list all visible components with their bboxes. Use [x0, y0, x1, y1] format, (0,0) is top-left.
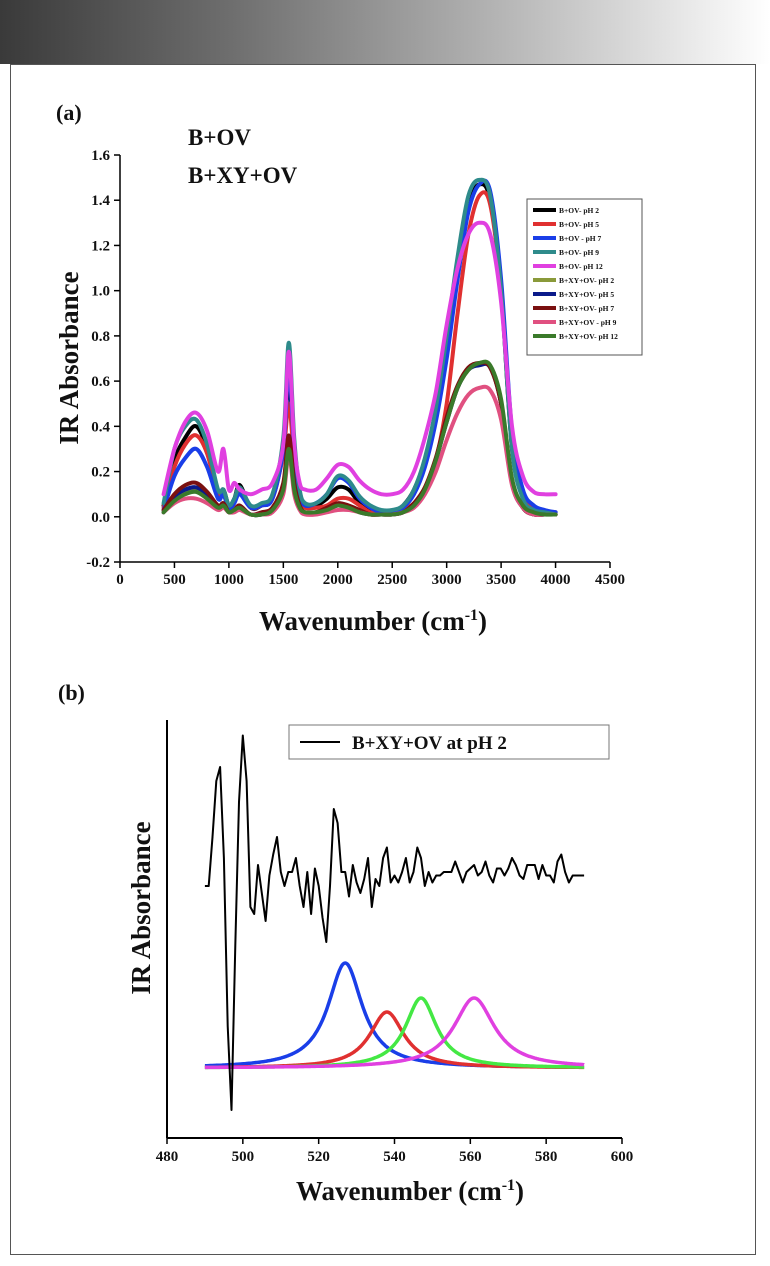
panel-b-x-tick-label: 500: [232, 1149, 255, 1165]
panel-a-series-line-4: [161, 177, 558, 517]
panel-a-y-axis-label: IR Absorbance: [54, 271, 84, 444]
annotation-b-xy-ov: B+XY+OV: [188, 163, 298, 188]
panel-a-x-axis-label-close: ): [478, 606, 487, 636]
panel-a-x-tick-label: 1500: [268, 572, 298, 588]
panel-a-x-tick-label: 4500: [595, 572, 625, 588]
panel-a-x-axis-label-main: Wavenumber (cm: [259, 606, 465, 636]
panel-a-x-ticks: 0 500 1000 1500 2000 2500 3000 3500 4000 4500: [116, 562, 625, 588]
panel-a-x-tick-label: 2500: [377, 572, 407, 588]
panel-a-legend-label: B+OV- pH 9: [559, 248, 599, 257]
panel-b-x-tick-label: 580: [535, 1149, 558, 1165]
panel-a-x-tick-label: 0: [116, 572, 124, 588]
panel-b-fitted-peak-4: [204, 996, 585, 1070]
panel-a-y-tick-label: 0.8: [91, 329, 110, 345]
panel-b-x-ticks: 480 500 520 540 560 580 600: [156, 1138, 634, 1165]
panel-a-y-tick-label: 0.0: [91, 510, 110, 526]
panel-b: (b) 480 500 520 540 560 580 600 IR Absorbance …: [58, 680, 633, 1206]
panel-b-legend-label: B+XY+OV at pH 2: [352, 733, 507, 754]
panel-a-x-tick-label: 500: [163, 572, 186, 588]
panel-a-y-ticks: -0.2 0.0 0.2 0.4 0.6 0.8 1.0 1.2 1.4 1.6: [86, 148, 120, 571]
panel-a-y-tick-label: 1.0: [91, 284, 110, 300]
panel-a-y-tick-label: 1.4: [91, 193, 110, 209]
panel-a-x-tick-label: 4000: [541, 572, 571, 588]
panel-a-legend-label: B+OV - pH 7: [559, 234, 602, 243]
panel-b-spectrum: [204, 734, 585, 1111]
panel-a-series-line-5: [161, 220, 558, 497]
panel-b-x-tick-label: 480: [156, 1149, 179, 1165]
panel-b-x-tick-label: 600: [611, 1149, 634, 1165]
panel-a-x-tick-label: 2000: [323, 572, 353, 588]
panel-a-x-tick-label: 1000: [214, 572, 244, 588]
panel-b-x-axis-label: Wavenumber (cm-1): [296, 1176, 524, 1206]
panel-a: (a) B+OV B+XY+OV -0.2 0.0 0.2 0.4 0.6 0.8 1.0 1…: [54, 100, 643, 636]
panel-a-legend: B+OV- pH 2 B+OV- pH 5 B+OV - pH 7 B+OV- pH …: [533, 206, 618, 341]
panel-a-x-axis-label: Wavenumber (cm-1): [259, 606, 487, 636]
panel-b-x-axis-label-close: ): [515, 1176, 524, 1206]
panel-b-label: (b): [58, 680, 85, 705]
panel-a-legend-label: B+OV- pH 2: [559, 206, 599, 215]
panel-a-label: (a): [56, 100, 82, 125]
panel-a-y-tick-label: 0.6: [91, 374, 110, 390]
panel-a-y-tick-label: -0.2: [86, 555, 110, 571]
header-gradient-bar: [0, 0, 770, 64]
panel-a-legend-label: B+XY+OV- pH 12: [559, 332, 618, 341]
panel-a-y-tick-label: 1.2: [91, 238, 110, 254]
annotation-b-ov: B+OV: [188, 125, 251, 150]
panel-b-x-axis-label-main: Wavenumber (cm: [296, 1176, 502, 1206]
panel-a-x-axis-label-sup: -1: [465, 607, 478, 624]
panel-b-x-tick-label: 540: [383, 1149, 406, 1165]
panel-b-x-axis-label-sup: -1: [502, 1177, 515, 1194]
panel-a-legend-label: B+XY+OV- pH 7: [559, 304, 614, 313]
panel-a-y-tick-label: 1.6: [91, 148, 110, 164]
panel-a-x-tick-label: 3500: [486, 572, 516, 588]
panel-b-spectrum-line: [204, 734, 585, 1111]
panel-a-x-tick-label: 3000: [432, 572, 462, 588]
panel-b-fitted-peaks: [204, 961, 585, 1070]
panel-a-legend-label: B+OV- pH 12: [559, 262, 603, 271]
panel-b-x-tick-label: 520: [307, 1149, 330, 1165]
panel-b-fitted-peak-1: [204, 961, 585, 1069]
panel-b-y-axis-label: IR Absorbance: [126, 821, 156, 994]
panel-b-x-tick-label: 560: [459, 1149, 482, 1165]
panel-a-legend-label: B+OV- pH 5: [559, 220, 599, 229]
panel-a-legend-label: B+XY+OV- pH 5: [559, 290, 614, 299]
panel-a-y-tick-label: 0.2: [91, 465, 110, 481]
panel-b-legend-box: [288, 724, 610, 760]
panel-a-legend-label: B+XY+OV- pH 2: [559, 276, 614, 285]
panel-b-fitted-peak-2: [204, 1010, 585, 1070]
panel-a-y-tick-label: 0.4: [91, 419, 110, 435]
panel-a-series-lines: [161, 177, 558, 518]
panel-a-legend-label: B+XY+OV - pH 9: [559, 318, 617, 327]
panel-a-series-line-10: [161, 359, 558, 518]
